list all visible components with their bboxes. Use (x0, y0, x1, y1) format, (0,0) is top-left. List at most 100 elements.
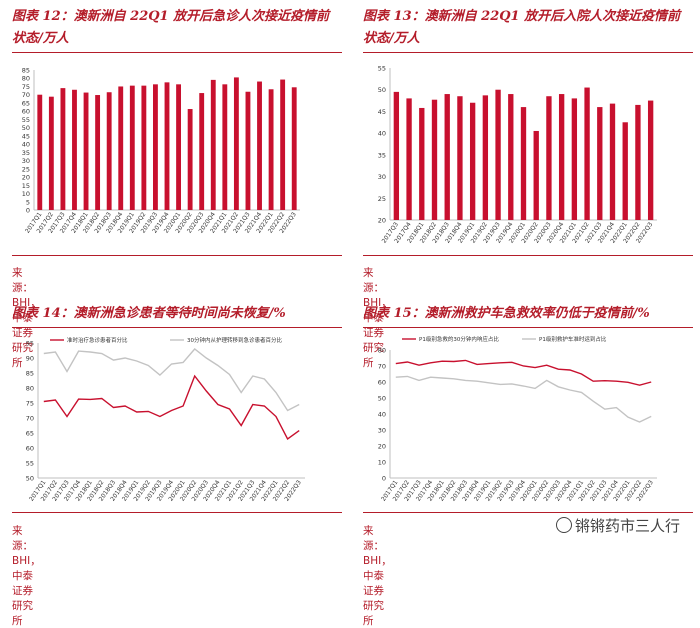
bar (533, 130, 539, 220)
bar (280, 79, 286, 210)
bar (558, 94, 565, 220)
bar (83, 92, 89, 210)
title-line2: 状态/万人 (363, 31, 420, 46)
y-tick-label: 25 (22, 165, 30, 173)
bottom-rule (12, 255, 342, 256)
source-note: 来源：BHI，中泰证券研究所 (363, 525, 392, 627)
y-tick-label: 65 (22, 99, 30, 107)
y-tick-label: 5 (26, 198, 30, 206)
y-tick-label: 35 (22, 149, 30, 157)
bar-chart: 05101520253035404550556065707580852017Q1… (22, 67, 300, 235)
bottom-rule (12, 512, 342, 513)
title-line1: 图表 14：澳新洲急诊患者等待时间尚未恢复/% (12, 306, 286, 321)
y-tick-label: 40 (378, 411, 386, 419)
y-tick-label: 50 (22, 124, 30, 132)
y-tick-label: 50 (26, 475, 34, 483)
bar (393, 91, 400, 220)
source-note: 来源：BHI，中泰证券研究所 (12, 525, 41, 627)
bar (406, 98, 412, 220)
y-tick-label: 60 (378, 379, 386, 387)
y-tick-label: 40 (22, 141, 30, 149)
y-tick-label: 80 (22, 75, 30, 83)
bar (571, 98, 578, 220)
bar (233, 77, 239, 210)
y-tick-label: 35 (378, 151, 386, 159)
bar (141, 85, 147, 210)
title-line1: 图表 12：澳新洲自 22Q1 放开后急诊人次接近疫情前 (12, 9, 330, 24)
series-line (395, 375, 652, 423)
y-tick-label: 65 (26, 430, 34, 438)
watermark-text: 锵锵药市三人行 (574, 517, 680, 535)
title-rule (363, 52, 693, 53)
y-tick-label: 95 (26, 340, 34, 348)
bar (597, 107, 603, 220)
y-tick-label: 75 (26, 400, 34, 408)
y-tick-label: 30 (378, 173, 386, 181)
chart-title: 图表 14：澳新洲急诊患者等待时间尚未恢复/% (12, 303, 342, 325)
bottom-rule (363, 255, 693, 256)
y-tick-label: 85 (26, 370, 34, 378)
bar (508, 94, 514, 220)
y-tick-label: 75 (22, 83, 30, 91)
bar (291, 87, 297, 210)
bar (584, 87, 590, 220)
y-tick-label: 45 (378, 108, 386, 116)
y-tick-label: 80 (378, 347, 386, 355)
bar (72, 89, 77, 210)
y-tick-label: 10 (378, 459, 386, 467)
y-tick-label: 55 (378, 65, 386, 73)
bar (118, 86, 124, 210)
y-tick-label: 15 (22, 182, 30, 190)
bar (37, 94, 43, 210)
bar (469, 102, 476, 220)
bar (647, 100, 654, 220)
bar (609, 103, 616, 220)
y-tick-label: 70 (26, 415, 34, 423)
title-line1: 图表 13：澳新洲自 22Q1 放开后入院人次接近疫情前 (363, 9, 681, 24)
bar (419, 107, 425, 220)
y-tick-label: 0 (382, 475, 386, 483)
line-chart: 010203040506070802017Q12017Q22017Q32017Q… (378, 335, 657, 503)
chart-title: 图表 12：澳新洲自 22Q1 放开后急诊人次接近疫情前 状态/万人 (12, 6, 342, 50)
y-tick-label: 20 (22, 174, 30, 182)
chart-title: 图表 15：澳新洲救护车急救效率仍低于疫情前/% (363, 303, 693, 325)
title-line1: 图表 15：澳新洲救护车急救效率仍低于疫情前/% (363, 306, 650, 321)
series-line (43, 374, 300, 441)
series-line (395, 359, 652, 386)
y-tick-label: 30 (378, 427, 386, 435)
y-tick-label: 90 (26, 355, 34, 363)
legend-label: 30分钟内从护理转移到急诊患者百分比 (187, 336, 282, 344)
bar (245, 91, 251, 210)
bar (520, 107, 527, 220)
bar (199, 93, 205, 210)
y-tick-label: 80 (26, 385, 34, 393)
y-tick-label: 20 (378, 443, 386, 451)
bar (257, 81, 262, 210)
watermark: 锵锵药市三人行 (555, 515, 680, 536)
bar (187, 109, 193, 210)
y-tick-label: 25 (378, 195, 386, 203)
y-tick-label: 10 (22, 190, 30, 198)
wechat-icon (555, 517, 572, 533)
y-tick-label: 40 (378, 130, 386, 138)
source-note: 来源：BHI，中泰证券研究所 (12, 267, 41, 369)
bar (210, 79, 216, 210)
bar (222, 84, 228, 210)
legend-label: P1级别救护车准时运到占比 (539, 335, 607, 343)
y-tick-label: 60 (22, 108, 30, 116)
bar (129, 85, 135, 210)
title-rule (363, 327, 693, 328)
series-line (43, 348, 300, 412)
line-chart: 505560657075808590952017Q12017Q22017Q320… (26, 336, 305, 503)
title-line2: 状态/万人 (12, 31, 69, 46)
bar (495, 89, 501, 220)
legend-label: 准时治疗急诊患者百分比 (67, 336, 128, 344)
legend-label: P1级别急救的30分钟内响应占比 (419, 335, 499, 343)
bar (95, 95, 101, 210)
title-rule (12, 327, 342, 328)
bar (153, 84, 158, 210)
bar (431, 99, 438, 220)
bottom-rule (363, 512, 693, 513)
y-tick-label: 55 (22, 116, 30, 124)
chart-title: 图表 13：澳新洲自 22Q1 放开后入院人次接近疫情前 状态/万人 (363, 6, 693, 50)
